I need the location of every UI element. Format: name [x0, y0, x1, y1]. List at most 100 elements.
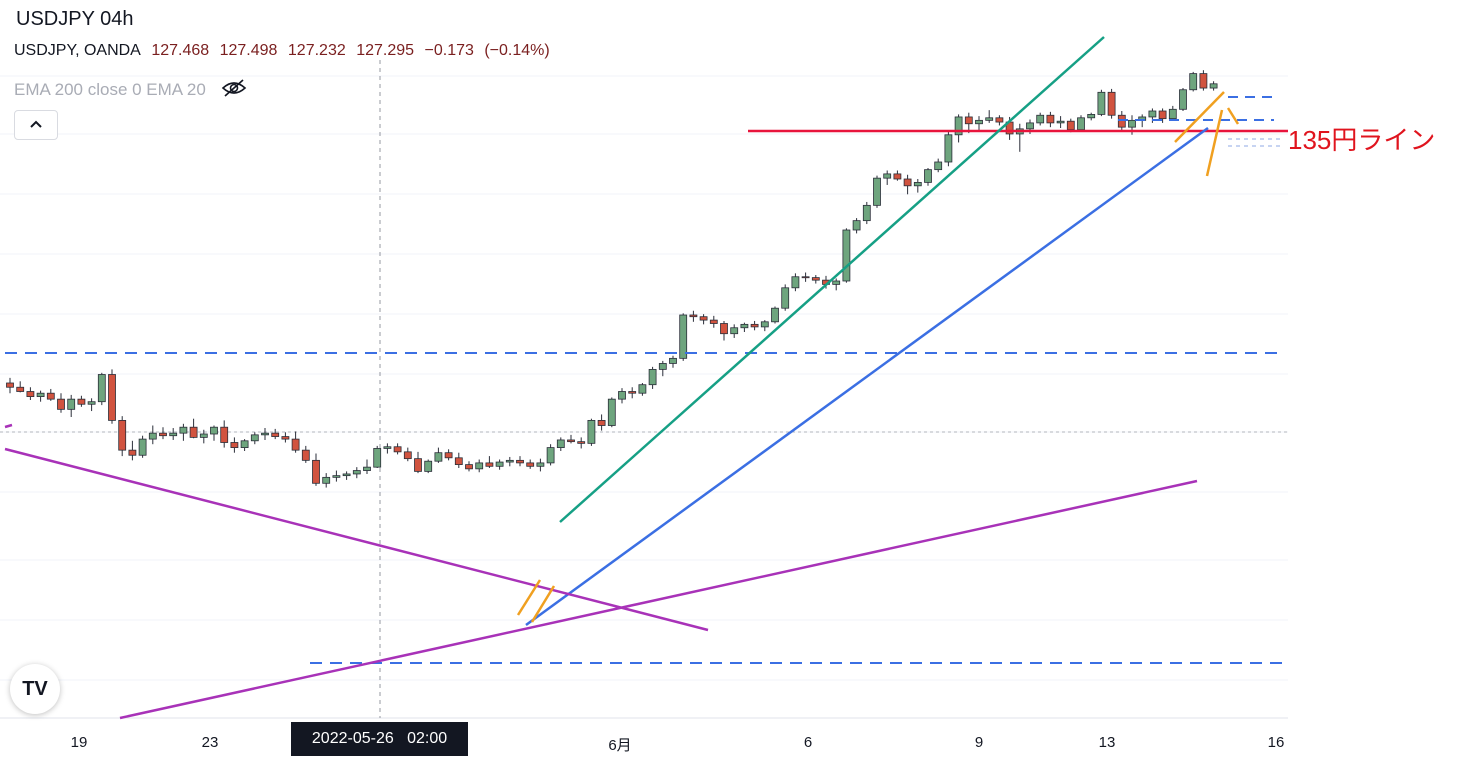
candle-up — [873, 177, 881, 206]
candle-down — [230, 442, 239, 448]
symbol-label: USDJPY, OANDA — [14, 42, 141, 59]
candle-up — [1077, 117, 1085, 131]
candle-up — [475, 462, 484, 470]
candle-up — [791, 276, 800, 289]
pennant-line — [1226, 107, 1240, 125]
candle-down — [465, 464, 473, 470]
candle-up — [87, 401, 96, 405]
candle-up — [546, 447, 555, 464]
candle-down — [312, 459, 320, 484]
candle-up — [67, 398, 76, 410]
candle-down — [16, 386, 25, 392]
x-tick-label: 23 — [201, 734, 219, 751]
candle-up — [638, 384, 647, 394]
x-tick-label: 13 — [1098, 734, 1116, 751]
candle-up — [587, 419, 596, 444]
candle-down — [301, 449, 310, 461]
candle-down — [108, 374, 116, 421]
candle-up — [954, 116, 963, 136]
candle-up — [332, 475, 341, 478]
candle-up — [679, 314, 688, 359]
candle-down — [1107, 91, 1116, 116]
triangle-stub — [4, 423, 13, 429]
candle-down — [414, 458, 422, 472]
candle-up — [556, 439, 565, 449]
candle-up — [883, 173, 892, 179]
candle-up — [1189, 73, 1198, 91]
candle-down — [811, 277, 820, 281]
x-tick-label: 6月 — [608, 737, 632, 754]
candle-up — [434, 452, 443, 462]
candle-up — [210, 426, 218, 435]
candle-up — [1087, 114, 1096, 119]
candle-down — [128, 449, 137, 456]
candle-up — [658, 363, 667, 370]
crosshair-time-label: 2022-05-26 02:00 — [291, 722, 468, 756]
candle-down — [46, 392, 55, 400]
candle-down — [454, 457, 463, 465]
candle-down — [118, 419, 127, 451]
candle-up — [740, 323, 749, 329]
candle-up — [934, 161, 943, 171]
candle-down — [526, 462, 535, 467]
eye-hidden-icon[interactable] — [221, 78, 247, 103]
pennant-line — [1205, 109, 1224, 177]
candle-up — [1036, 114, 1045, 124]
candle-up — [148, 432, 157, 440]
candle-up — [985, 117, 994, 121]
candle-up — [760, 321, 769, 328]
change-percent: (−0.14%) — [484, 42, 550, 59]
candle-up — [1179, 89, 1187, 110]
candle-up — [913, 181, 922, 187]
pennant-line — [530, 585, 556, 623]
candle-up — [363, 466, 371, 471]
chevron-up-icon — [29, 116, 43, 134]
candle-down — [57, 398, 65, 410]
resistance-line-label: 135円ライン — [1288, 125, 1436, 155]
candle-up — [832, 280, 841, 285]
candle-up — [862, 204, 871, 222]
candle-up — [1148, 110, 1157, 118]
candle-up — [495, 461, 504, 467]
candle-up — [199, 433, 208, 438]
candle-down — [271, 432, 280, 437]
candle-up — [1128, 119, 1136, 128]
candlestick-series — [6, 70, 1218, 488]
pennant-line — [516, 579, 542, 616]
candle-up — [97, 374, 106, 403]
candle-up — [1168, 108, 1177, 120]
indicator-legend[interactable]: EMA 200 close 0 EMA 20 — [14, 78, 247, 103]
candle-up — [852, 220, 861, 231]
candle-up — [36, 392, 45, 398]
candle-down — [77, 398, 86, 405]
change-value: −0.173 — [424, 42, 474, 59]
x-tick-label: 6 — [803, 734, 813, 751]
candle-down — [1158, 110, 1167, 120]
candle-down — [6, 382, 14, 388]
triangle-upper-line — [4, 447, 709, 632]
candle-up — [618, 391, 626, 400]
drawing-layer — [4, 36, 1288, 720]
tradingview-logo[interactable]: TV — [10, 664, 60, 714]
candle-up — [924, 169, 932, 183]
candle-up — [1097, 91, 1106, 115]
candle-up — [138, 438, 147, 456]
candle-up — [322, 476, 331, 484]
candle-up — [169, 432, 178, 437]
candle-up — [240, 440, 249, 448]
candle-up — [250, 434, 259, 442]
candle-down — [628, 391, 637, 394]
x-tick-label: 16 — [1267, 734, 1285, 751]
candle-up — [261, 432, 269, 436]
candle-down — [403, 451, 412, 460]
x-tick-label: 19 — [70, 734, 88, 751]
candle-down — [720, 323, 728, 335]
candle-up — [505, 459, 514, 463]
candle-down — [995, 117, 1004, 123]
candle-down — [567, 439, 575, 443]
candle-up — [1026, 122, 1034, 130]
candle-up — [383, 446, 392, 449]
collapse-legend-button[interactable] — [14, 110, 58, 140]
candle-down — [893, 173, 902, 180]
